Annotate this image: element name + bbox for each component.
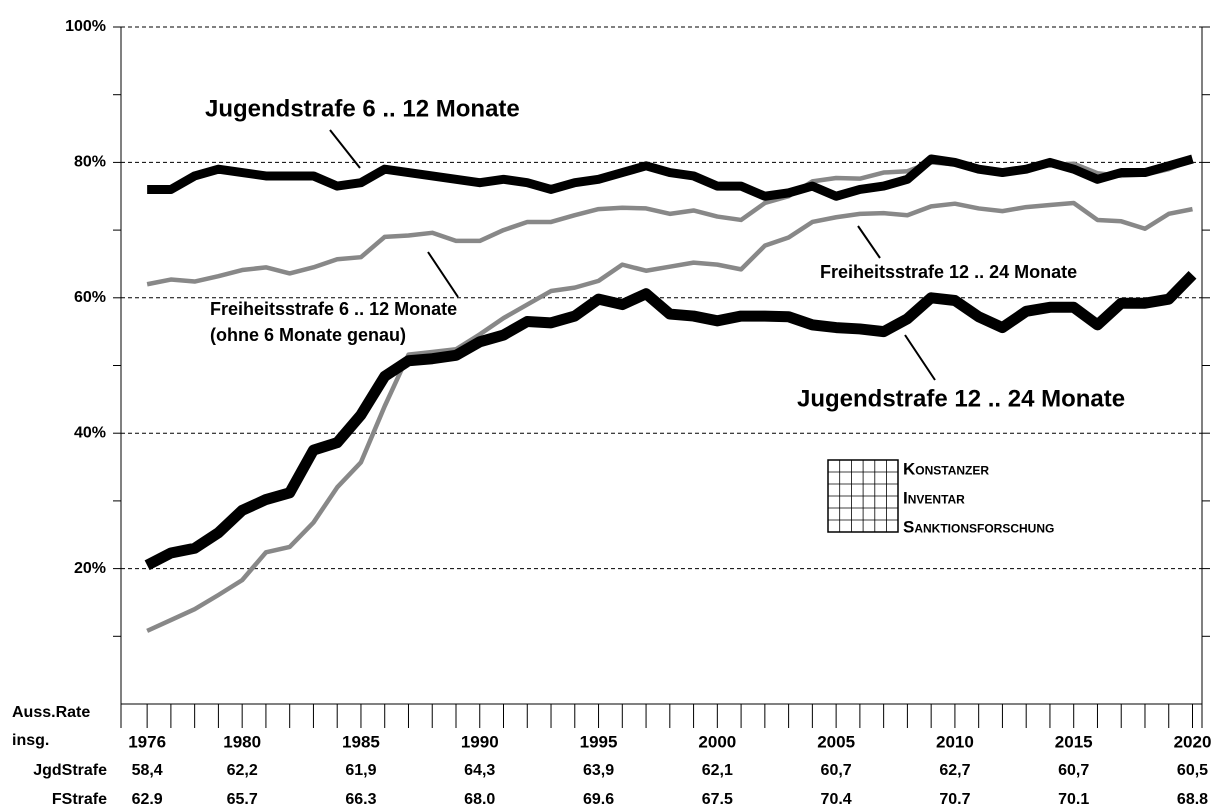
table-cell: 69.6 xyxy=(583,791,614,807)
table-cell: 63,9 xyxy=(583,762,614,779)
table-cell: 61,9 xyxy=(345,762,376,779)
annotation: Jugendstrafe 6 .. 12 Monate xyxy=(205,95,520,122)
table-cell: 62.9 xyxy=(132,791,163,807)
table-cell: 62,1 xyxy=(702,762,733,779)
series-line xyxy=(144,270,1197,571)
table-cell: 68.8 xyxy=(1177,791,1208,807)
logo-text: Sanktionsforschung xyxy=(903,517,1054,536)
table-row-label: JgdStrafe xyxy=(33,762,107,779)
table-cell: 70.4 xyxy=(821,791,852,807)
table-cell: 70.1 xyxy=(1058,791,1089,807)
x-tick-label: 1995 xyxy=(580,732,618,751)
table-cell: 62,2 xyxy=(227,762,258,779)
table-cell: 60,5 xyxy=(1177,762,1208,779)
x-tick-label: 1980 xyxy=(223,732,261,751)
table-cell: 64,3 xyxy=(464,762,495,779)
annotation: Jugendstrafe 12 .. 24 Monate xyxy=(797,385,1125,412)
y-tick-label: 80% xyxy=(74,154,106,171)
x-tick-label: 2005 xyxy=(817,732,855,751)
annotation: Freiheitsstrafe 12 .. 24 Monate xyxy=(820,262,1077,282)
annotation: (ohne 6 Monate genau) xyxy=(210,325,406,345)
y-tick-label: 40% xyxy=(74,424,106,441)
table-cell: 70.7 xyxy=(939,791,970,807)
y-tick-label: 100% xyxy=(65,18,106,35)
table-cell: 68.0 xyxy=(464,791,495,807)
annotation: Freiheitsstrafe 6 .. 12 Monate xyxy=(210,299,457,319)
series-line xyxy=(147,154,1194,201)
x-tick-label: 2010 xyxy=(936,732,974,751)
table-cell: 65.7 xyxy=(227,791,258,807)
x-tick-label: 1985 xyxy=(342,732,380,751)
table-cell: 67.5 xyxy=(702,791,733,807)
y-tick-label: 20% xyxy=(74,560,106,577)
table-cell: 66.3 xyxy=(345,791,376,807)
x-tick-label: 2020 xyxy=(1174,732,1212,751)
x-tick-label: 2000 xyxy=(698,732,736,751)
annotation-pointer xyxy=(904,334,936,381)
table-row-label: FStrafe xyxy=(52,791,107,807)
table-cell: 62,7 xyxy=(939,762,970,779)
series-line xyxy=(146,200,1193,633)
annotation-pointer xyxy=(427,251,459,298)
logo-text: Konstanzer xyxy=(903,459,989,478)
logo-text: Inventar xyxy=(903,488,965,507)
x-tick-label: 1990 xyxy=(461,732,499,751)
x-tick-label: 1976 xyxy=(128,732,166,751)
annotation-pointer xyxy=(329,129,361,169)
y-tick-label: 60% xyxy=(74,289,106,306)
table-header: insg. xyxy=(12,732,49,749)
table-header: Auss.Rate xyxy=(12,704,90,721)
annotation-pointer xyxy=(857,225,881,259)
table-cell: 58,4 xyxy=(132,762,163,779)
x-tick-label: 2015 xyxy=(1055,732,1093,751)
table-cell: 60,7 xyxy=(821,762,852,779)
table-cell: 60,7 xyxy=(1058,762,1089,779)
